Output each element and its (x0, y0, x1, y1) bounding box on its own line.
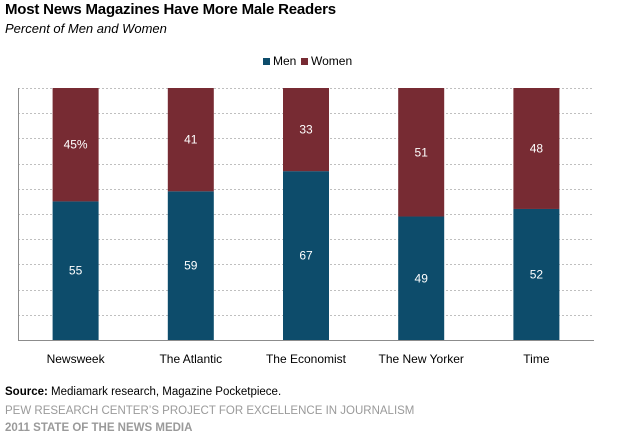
data-label-men-3: 49 (415, 271, 429, 285)
bar-men-3 (398, 216, 445, 340)
bar-men-2 (283, 171, 329, 340)
legend-swatch-men (263, 57, 270, 65)
bar-men-4 (513, 208, 560, 340)
legend: Men Women (0, 54, 619, 70)
bar-women-3 (398, 88, 445, 217)
data-label-men-2: 67 (299, 249, 313, 263)
x-tick-label-1: The Atlantic (159, 352, 222, 366)
x-tick-label-0: Newsweek (47, 352, 106, 366)
legend-label-men: Men (273, 54, 297, 68)
data-label-men-4: 52 (530, 267, 544, 281)
data-label-men-0: 55 (69, 264, 83, 278)
data-label-women-3: 51 (415, 145, 429, 159)
bar-women-1 (167, 88, 214, 192)
data-label-women-0: 45% (64, 138, 88, 152)
data-label-men-1: 59 (184, 259, 198, 273)
source-text: Mediamark research, Magazine Pocketpiece… (51, 386, 282, 398)
data-label-women-4: 48 (530, 141, 544, 155)
legend-label-women: Women (311, 54, 353, 68)
chart-title: Most News Magazines Have More Male Reade… (5, 1, 336, 18)
bar-men-1 (167, 191, 214, 340)
bar-women-2 (283, 88, 329, 172)
x-tick-label-2: The Economist (266, 352, 347, 366)
bar-women-0 (52, 88, 99, 202)
footer-report-title: 2011 STATE OF THE NEWS MEDIA (5, 422, 193, 434)
legend-item-women: Women (301, 54, 352, 68)
data-label-women-2: 33 (299, 123, 313, 137)
chart-subtitle: Percent of Men and Women (5, 21, 167, 36)
bar-women-4 (513, 88, 560, 209)
bar-men-0 (52, 201, 99, 340)
bar-chart: 55 45% Newsweek 59 41 The Atlantic 67 33 The Eco… (18, 88, 594, 366)
legend-item-men: Men (263, 54, 296, 68)
data-label-women-1: 41 (184, 133, 198, 147)
x-tick-label-3: The New Yorker (379, 352, 464, 366)
footer-organization: PEW RESEARCH CENTER’S PROJECT FOR EXCELL… (5, 405, 415, 417)
x-tick-label-4: Time (523, 352, 550, 366)
source-label: Source: (5, 386, 48, 398)
source-note: Source: Mediamark research, Magazine Poc… (5, 386, 281, 398)
legend-swatch-women (301, 57, 308, 65)
